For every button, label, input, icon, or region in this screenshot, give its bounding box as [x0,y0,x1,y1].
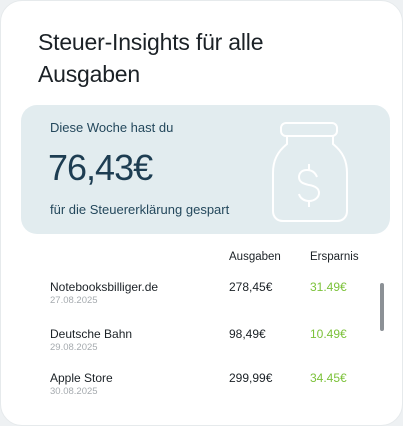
merchant-name: Apple Store [50,371,113,385]
transaction-date: 29.08.2025 [50,342,98,353]
column-header-spend: Ausgaben [229,251,281,263]
savings-amount: 76,43€ [48,147,153,188]
saving-amount: 10.49€ [310,327,347,341]
spend-amount: 299,99€ [229,371,273,385]
page-title: Steuer-Insights für alle Ausgaben [38,29,264,87]
merchant-name: Notebooksbilliger.de [50,280,159,294]
savings-subtitle: für die Steuererklärung gespart [50,202,230,217]
transaction-date: 27.08.2025 [50,295,98,306]
weekly-savings-panel: Diese Woche hast du 76,43€ für die Steue… [21,105,390,234]
merchant-name: Deutsche Bahn [50,327,133,341]
spend-amount: 278,45€ [229,280,273,294]
transaction-row[interactable]: Apple Store 30.08.2025 299,99€ 34.45€ [1,371,371,409]
transaction-row[interactable]: Notebooksbilliger.de 27.08.2025 278,45€ … [1,280,371,318]
saving-amount: 34.45€ [310,371,347,385]
transaction-row[interactable]: Deutsche Bahn 29.08.2025 98,49€ 10.49€ [1,327,371,365]
transaction-date: 30.08.2025 [50,386,98,397]
savings-caption: Diese Woche hast du [50,120,174,135]
column-header-saving: Ersparnis [310,251,359,263]
saving-amount: 31.49€ [310,280,347,294]
spend-amount: 98,49€ [229,327,266,341]
money-jar-icon [272,122,348,222]
scrollbar-thumb[interactable] [380,283,384,331]
